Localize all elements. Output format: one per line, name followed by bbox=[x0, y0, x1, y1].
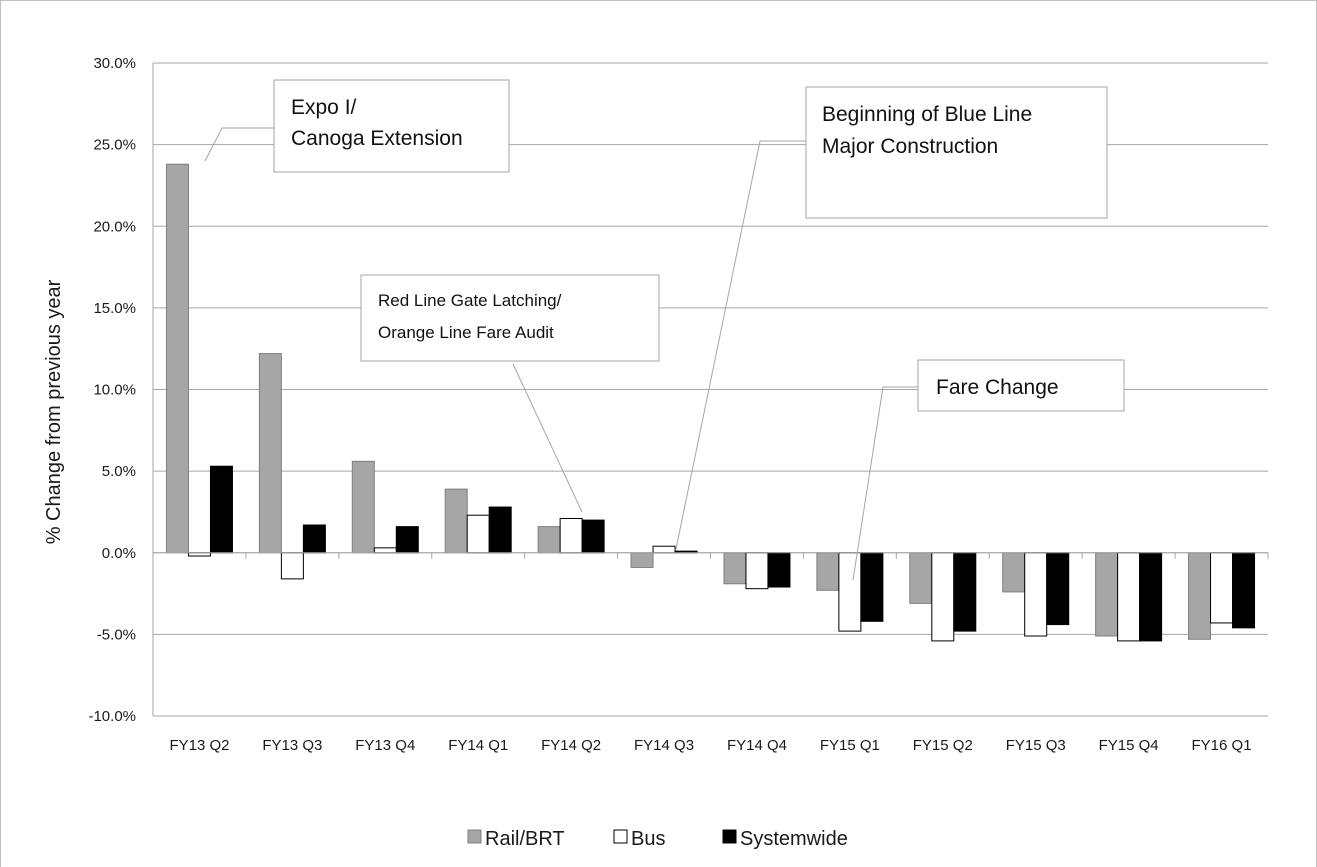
annotation-fare-change-text: Fare Change bbox=[936, 376, 1059, 399]
legend-swatch-systemwide bbox=[722, 829, 737, 844]
x-tick-label: FY14 Q2 bbox=[541, 737, 601, 754]
bar-systemwide bbox=[395, 526, 419, 554]
x-tick-label: FY16 Q1 bbox=[1192, 737, 1252, 754]
annotation-blue-line-line2: Major Construction bbox=[822, 135, 998, 158]
x-axis bbox=[152, 552, 1269, 559]
y-axis-title: % Change from previous year bbox=[43, 279, 65, 544]
x-tick-label: FY14 Q4 bbox=[727, 737, 787, 754]
y-tick-label: 5.0% bbox=[102, 463, 136, 480]
legend-label-rail-brt: Rail/BRT bbox=[485, 828, 565, 850]
bar-rail-brt bbox=[258, 353, 282, 554]
y-tick-label: 10.0% bbox=[93, 382, 136, 399]
annotation-blue-line: Beginning of Blue Line Major Constructio… bbox=[675, 86, 1108, 550]
bar-systemwide bbox=[581, 519, 605, 554]
bar-systemwide bbox=[1139, 552, 1163, 642]
x-tick-label: FY15 Q3 bbox=[1006, 737, 1066, 754]
bar-systemwide bbox=[488, 506, 512, 554]
x-axis-ticks: FY13 Q2 FY13 Q3 FY13 Q4 FY14 Q1 FY14 Q2 FY14 … bbox=[169, 737, 1251, 754]
y-tick-label: -5.0% bbox=[97, 626, 136, 643]
y-tick-label: 15.0% bbox=[93, 300, 136, 317]
bar-bus bbox=[838, 552, 862, 632]
legend-label-systemwide: Systemwide bbox=[740, 828, 848, 850]
bar-rail-brt bbox=[165, 163, 189, 554]
gridlines bbox=[152, 62, 1268, 717]
annotation-red-line-line2: Orange Line Fare Audit bbox=[378, 323, 554, 342]
y-tick-label: 25.0% bbox=[93, 137, 136, 154]
bar-bus bbox=[1210, 552, 1234, 624]
y-axis-ticks: -10.0% -5.0% 0.0% 5.0% 10.0% 15.0% 20.0% 25.0% 3… bbox=[88, 55, 136, 725]
legend-swatch-rail-brt bbox=[467, 829, 482, 844]
y-tick-label: 30.0% bbox=[93, 55, 136, 72]
bar-bus bbox=[466, 514, 490, 554]
bar-systemwide bbox=[302, 524, 326, 554]
bar-systemwide bbox=[1232, 552, 1256, 629]
x-tick-label: FY15 Q1 bbox=[820, 737, 880, 754]
legend: Rail/BRT Bus Systemwide bbox=[467, 828, 848, 850]
bar-bus bbox=[373, 547, 397, 554]
x-tick-label: FY15 Q4 bbox=[1099, 737, 1159, 754]
annotation-fare-change: Fare Change bbox=[852, 359, 1125, 581]
annotation-blue-line-line1: Beginning of Blue Line bbox=[822, 103, 1032, 126]
annotation-red-line-line1: Red Line Gate Latching/ bbox=[378, 291, 562, 310]
annotation-red-line: Red Line Gate Latching/ Orange Line Fare… bbox=[360, 274, 660, 513]
annotation-expo-line2: Canoga Extension bbox=[291, 127, 463, 150]
legend-label-bus: Bus bbox=[631, 828, 665, 850]
bar-rail-brt bbox=[630, 552, 654, 568]
x-tick-label: FY15 Q2 bbox=[913, 737, 973, 754]
legend-swatch-bus bbox=[613, 829, 628, 844]
y-tick-label: 0.0% bbox=[102, 545, 136, 562]
bar-bus bbox=[559, 517, 583, 554]
bar-bus bbox=[652, 545, 676, 554]
bar-rail-brt bbox=[723, 552, 747, 585]
bar-rail-brt bbox=[1095, 552, 1119, 637]
annotation-expo: Expo I/ Canoga Extension bbox=[204, 79, 510, 173]
x-tick-label: FY14 Q3 bbox=[634, 737, 694, 754]
bar-rail-brt bbox=[1188, 552, 1212, 640]
y-tick-label: 20.0% bbox=[93, 218, 136, 235]
bar-rail-brt bbox=[909, 552, 933, 604]
x-tick-label: FY13 Q3 bbox=[262, 737, 322, 754]
bar-systemwide bbox=[1046, 552, 1070, 626]
bar-bus bbox=[1024, 552, 1048, 637]
x-tick-label: FY13 Q4 bbox=[355, 737, 415, 754]
bar-systemwide bbox=[953, 552, 977, 632]
bars bbox=[165, 163, 1256, 642]
bar-systemwide bbox=[209, 465, 233, 554]
x-tick-label: FY14 Q1 bbox=[448, 737, 508, 754]
bar-bus bbox=[280, 552, 304, 580]
bar-rail-brt bbox=[351, 460, 375, 554]
y-tick-label: -10.0% bbox=[88, 708, 136, 725]
bar-rail-brt bbox=[444, 488, 468, 554]
x-tick-label: FY13 Q2 bbox=[169, 737, 229, 754]
bar-rail-brt bbox=[816, 552, 840, 591]
bar-bus bbox=[1117, 552, 1141, 642]
bar-rail-brt bbox=[1002, 552, 1026, 593]
bar-systemwide bbox=[767, 552, 791, 588]
bar-bus bbox=[745, 552, 769, 590]
bar-bus bbox=[931, 552, 955, 642]
annotation-expo-line1: Expo I/ bbox=[291, 96, 357, 119]
bar-rail-brt bbox=[537, 526, 561, 554]
bar-systemwide bbox=[860, 552, 884, 622]
